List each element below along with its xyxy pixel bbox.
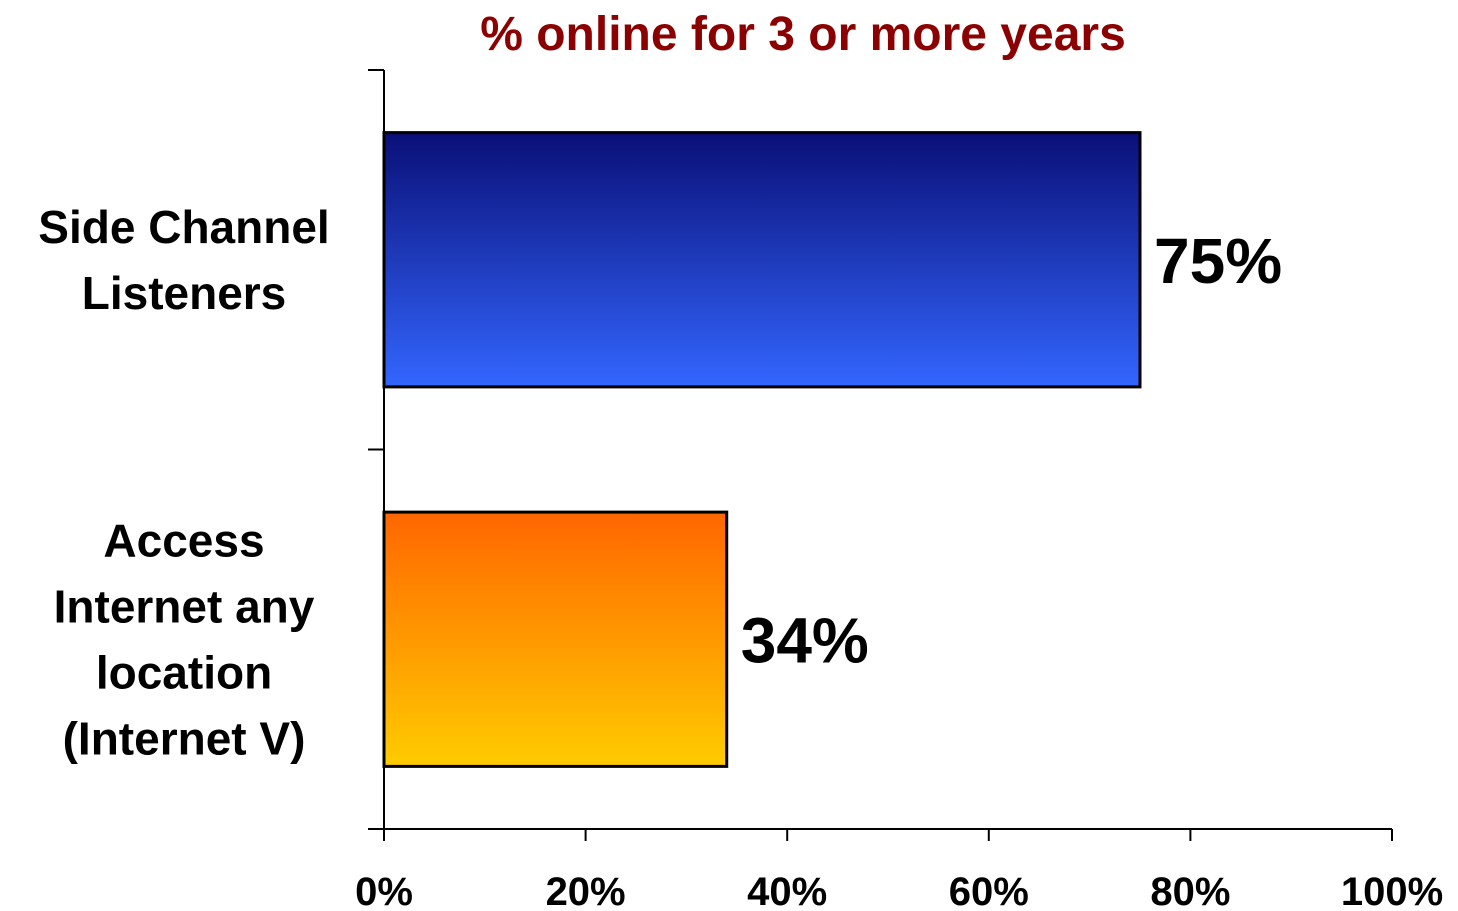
bar-1 bbox=[382, 510, 729, 768]
x-tick-label-1: 20% bbox=[546, 870, 626, 911]
category-label-0: Side Channel Listeners bbox=[38, 201, 329, 319]
x-tick-label-2: 40% bbox=[747, 870, 827, 911]
x-tick-label-3: 60% bbox=[949, 870, 1029, 911]
labels-group: 75% Side Channel Listeners 34% Access Interne… bbox=[38, 201, 1443, 911]
data-label-1: 34% bbox=[741, 604, 869, 676]
x-tick-label-5: 100% bbox=[1341, 870, 1443, 911]
axes-group bbox=[368, 69, 1393, 841]
bar-0 bbox=[382, 131, 1142, 389]
chart-title: % online for 3 or more years bbox=[480, 8, 1126, 61]
category-label-1: Access Internet any location (Internet V) bbox=[54, 514, 315, 764]
x-tick-label-4: 80% bbox=[1150, 870, 1230, 911]
bars-group bbox=[382, 131, 1142, 768]
data-label-0: 75% bbox=[1154, 225, 1282, 297]
x-tick-label-0: 0% bbox=[355, 870, 413, 911]
